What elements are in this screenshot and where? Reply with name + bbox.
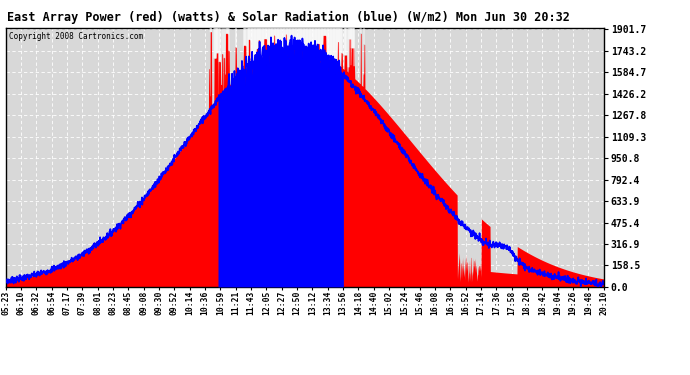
Text: East Array Power (red) (watts) & Solar Radiation (blue) (W/m2) Mon Jun 30 20:32: East Array Power (red) (watts) & Solar R… — [7, 11, 570, 24]
Text: Copyright 2008 Cartronics.com: Copyright 2008 Cartronics.com — [8, 32, 143, 41]
